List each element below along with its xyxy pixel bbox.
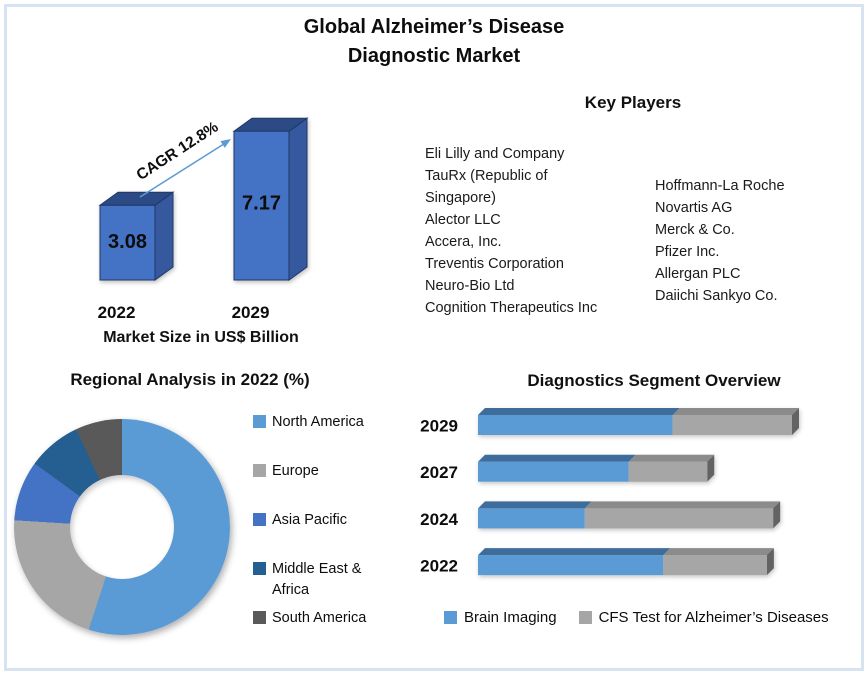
bar-cfs-test-2027 xyxy=(628,461,708,482)
bar-top-brain-2022 xyxy=(478,548,671,556)
cagr-arrow-head xyxy=(220,139,231,148)
bar-top-cfs-2027 xyxy=(628,454,715,462)
segment-year-2024: 2024 xyxy=(420,510,458,529)
regional-legend-item: Middle East & Africa xyxy=(253,559,385,601)
regional-legend-item: Europe xyxy=(253,461,319,482)
key-player: Allergan PLC xyxy=(655,266,741,282)
bar-top-cfs-2029 xyxy=(672,408,799,415)
regional-legend: North America Europe Asia Pacific Middle Ea… xyxy=(253,405,385,640)
bar-value-2022: 3.08 xyxy=(108,231,147,253)
legend-color-swatch xyxy=(253,562,266,575)
legend-label: CFS Test for Alzheimer’s Diseases xyxy=(598,609,829,626)
key-players-column-2: Hoffmann-La Roche Novartis AG Merck & Co. P… xyxy=(655,175,823,307)
key-player: Eli Lilly and Company xyxy=(425,146,565,162)
legend-label: Brain Imaging xyxy=(464,609,557,626)
legend-color-swatch xyxy=(253,611,266,624)
bar-year-2022: 2022 xyxy=(98,303,136,322)
legend-color-swatch xyxy=(444,611,457,624)
key-player: Cognition Therapeutics Inc xyxy=(425,300,598,316)
page-title: Global Alzheimer’s Disease Diagnostic Ma… xyxy=(0,13,868,71)
bar-brain-imaging-2024 xyxy=(478,508,585,529)
legend-color-swatch xyxy=(578,611,592,624)
regional-legend-item: Asia Pacific xyxy=(253,510,347,531)
segment-legend-item: Brain Imaging xyxy=(444,609,557,626)
bar-top-brain-2024 xyxy=(478,501,592,509)
page-title-line2: Diagnostic Market xyxy=(347,45,521,67)
legend-color-swatch xyxy=(253,464,266,477)
bar-brain-imaging-2022 xyxy=(478,555,664,576)
key-player: Hoffmann-La Roche xyxy=(655,178,785,194)
page-title-line1: Global Alzheimer’s Disease xyxy=(303,16,565,38)
bar-side-2022 xyxy=(154,191,174,281)
bar-brain-imaging-2029 xyxy=(478,415,673,435)
market-bars xyxy=(98,117,309,281)
bar-year-2029: 2029 xyxy=(232,303,270,322)
segment-year-2022: 2022 xyxy=(420,557,458,576)
key-player: Accera, Inc. xyxy=(425,234,502,250)
legend-label: Middle East & Africa xyxy=(272,561,362,598)
legend-label: South America xyxy=(272,610,367,626)
market-axis-title: Market Size in US$ Billion xyxy=(103,329,299,346)
bar-end-cap-2029 xyxy=(792,408,799,435)
bar-side-2029 xyxy=(288,117,308,281)
key-player: Daiichi Sankyo Co. xyxy=(655,288,778,304)
bar-cfs-test-2022 xyxy=(663,555,767,576)
bar-cfs-test-2029 xyxy=(672,415,792,435)
regional-donut-chart xyxy=(14,419,230,635)
legend-label: Asia Pacific xyxy=(272,512,347,528)
donut-hole xyxy=(70,475,174,579)
key-player: Alector LLC xyxy=(425,212,501,228)
bar-end-cap-2027 xyxy=(707,454,715,482)
key-players-title: Key Players xyxy=(584,93,682,112)
key-player: Merck & Co. xyxy=(655,222,735,238)
bar-top-brain-2027 xyxy=(478,454,636,462)
key-player: Novartis AG xyxy=(655,200,733,216)
legend-color-swatch xyxy=(253,415,266,428)
bar-top-cfs-2022 xyxy=(663,548,774,556)
legend-label: North America xyxy=(272,414,364,430)
key-player: Neuro-Bio Ltd xyxy=(425,278,515,294)
bar-front-2022 xyxy=(99,204,156,281)
cagr-arrow-line xyxy=(139,141,228,198)
regional-legend-item: North America xyxy=(253,412,364,433)
regional-legend-item: South America xyxy=(253,608,366,629)
segment-year-2029: 2029 xyxy=(420,417,458,436)
key-players-column-1: Eli Lilly and Company TauRx (Republic of … xyxy=(425,143,601,319)
bar-value-2029: 7.17 xyxy=(242,193,281,215)
bar-end-cap-2022 xyxy=(766,548,774,576)
bar-top-cfs-2024 xyxy=(584,501,781,509)
regional-analysis-title: Regional Analysis in 2022 (%) xyxy=(70,370,310,389)
bar-top-brain-2029 xyxy=(478,408,680,415)
segment-legend-item: CFS Test for Alzheimer’s Diseases xyxy=(578,609,829,626)
bar-end-cap-2024 xyxy=(773,501,781,529)
segment-overview-chart: 2029 2027 2024 2022 xyxy=(420,408,799,576)
segment-overview-title: Diagnostics Segment Overview xyxy=(527,371,781,390)
segment-bars xyxy=(478,408,799,576)
key-player: Pfizer Inc. xyxy=(655,244,720,260)
bar-front-2029 xyxy=(233,130,290,281)
legend-label: Europe xyxy=(272,463,319,479)
bar-cfs-test-2024 xyxy=(584,508,774,529)
segment-year-2027: 2027 xyxy=(420,463,458,482)
key-player: TauRx (Republic of Singapore) xyxy=(425,168,548,206)
bar-brain-imaging-2027 xyxy=(478,461,629,482)
key-player: Treventis Corporation xyxy=(425,256,564,272)
legend-color-swatch xyxy=(253,513,266,526)
segment-legend: Brain Imaging CFS Test for Alzheimer’s Di… xyxy=(444,609,829,626)
